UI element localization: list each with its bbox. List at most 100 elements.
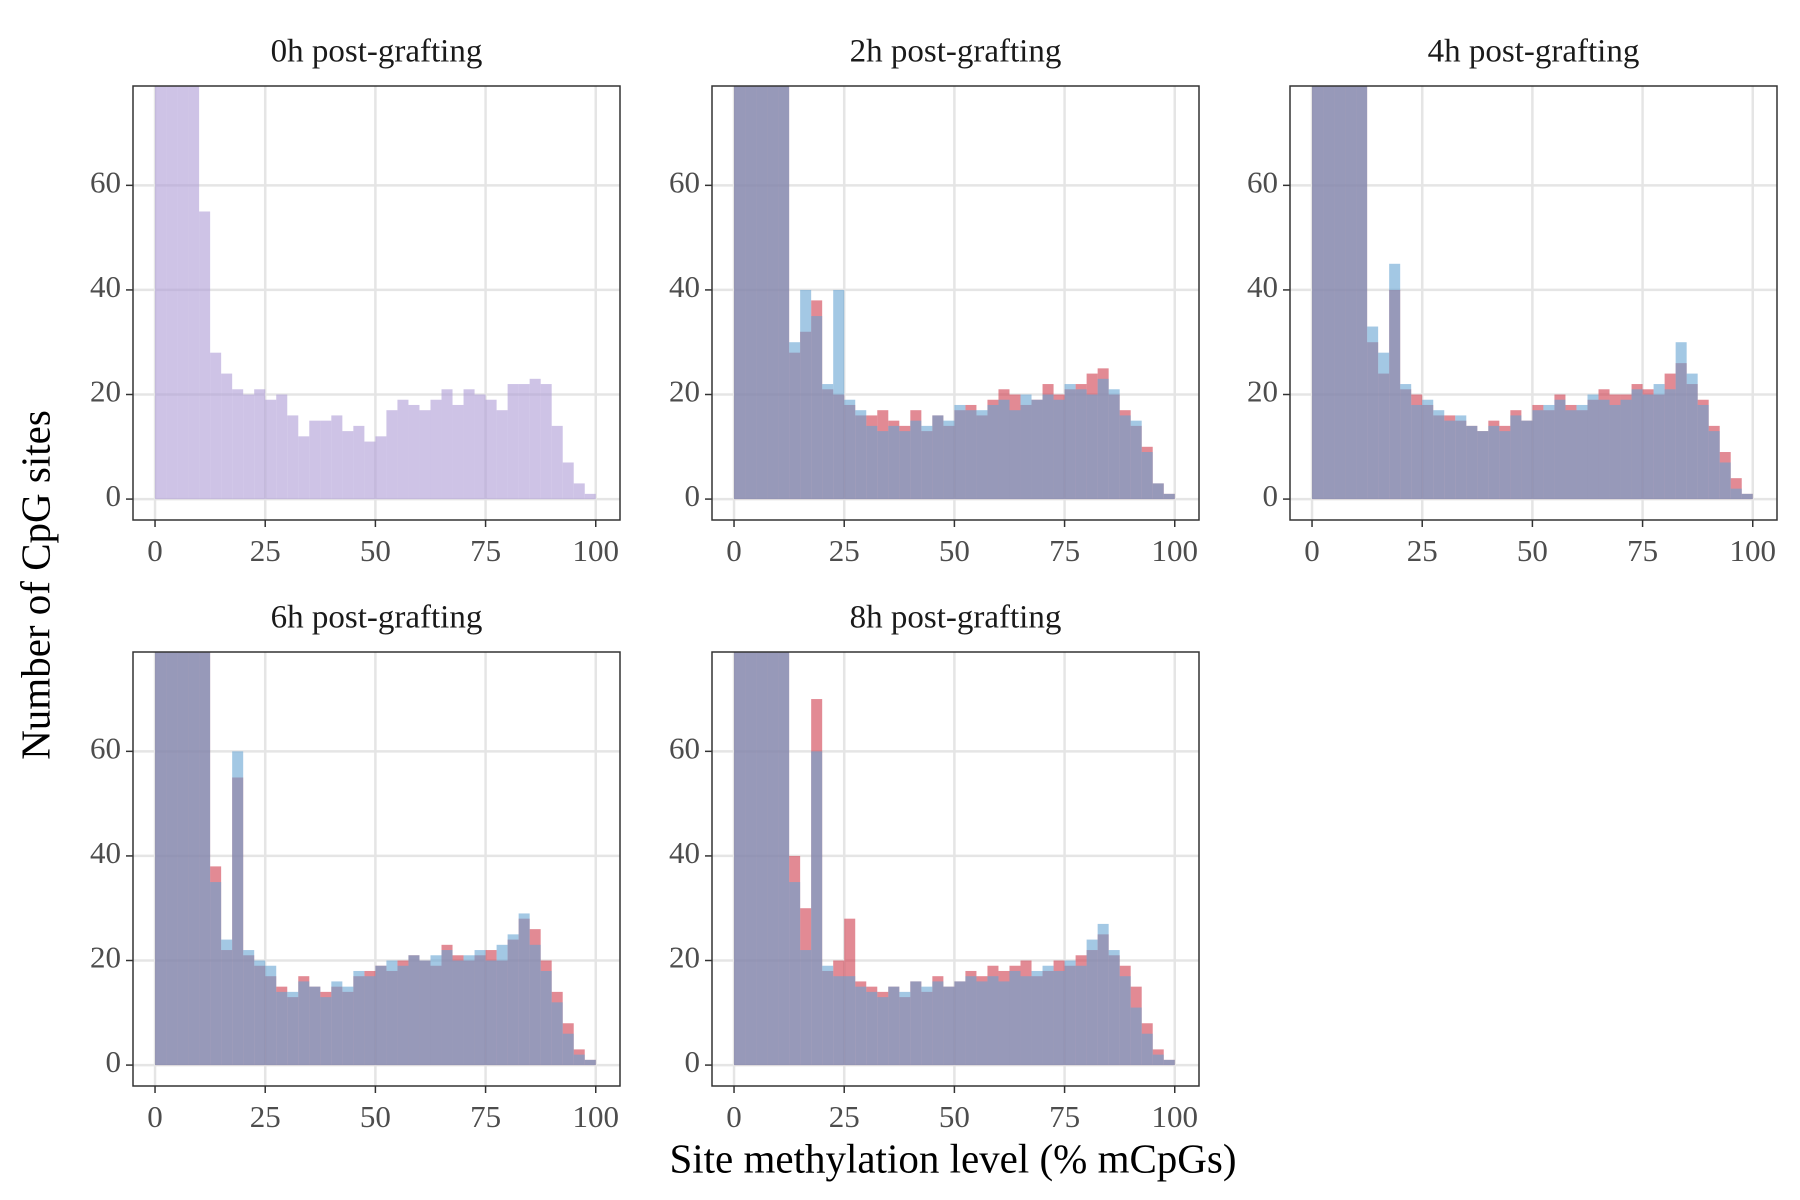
bar [1521,420,1533,500]
bar [877,431,889,500]
bar [1411,404,1423,500]
x-tick-label: 75 [470,533,501,568]
bar [1097,378,1109,500]
bar [254,389,266,500]
panel-title: 6h post-grafting [271,600,483,636]
x-tick-label: 100 [573,1099,620,1134]
bar [287,415,299,500]
bar [1108,389,1120,500]
bar [1042,965,1054,1066]
bar [778,86,790,500]
bar [1433,410,1445,500]
bar [1367,326,1379,500]
bar [987,976,999,1066]
bar [375,436,387,500]
bar [529,378,541,500]
bar [1152,483,1164,500]
x-tick-label: 25 [1407,533,1438,568]
bar [1009,410,1021,500]
bar [199,652,211,1066]
bar [1075,389,1087,500]
bar [965,976,977,1066]
bars [1312,86,1753,500]
bar [1565,410,1577,500]
bar [1697,404,1709,500]
bar [386,410,398,500]
bar [954,404,966,500]
panel-border [1289,85,1778,521]
bar [987,404,999,500]
bar [1163,493,1175,500]
bar [540,384,552,500]
bar [921,986,933,1066]
bar [221,939,233,1066]
bar [276,991,288,1066]
bar [1097,923,1109,1066]
bar [1620,399,1632,500]
bar [932,415,944,500]
y-tick-label: 20 [669,374,700,409]
panel: 0h post-grafting 0 20 40 60 0 25 50 75 100 [90,34,621,568]
bar [1163,1059,1175,1066]
bar [1631,389,1643,500]
bar [452,960,464,1066]
bar [1378,352,1390,500]
bar [756,652,768,1066]
bar [1466,425,1478,500]
bar [745,652,757,1066]
bar [309,986,321,1066]
bar [1075,965,1087,1066]
bar [1053,970,1065,1066]
bar [1020,976,1032,1066]
x-tick-label: 75 [1627,533,1658,568]
bar [943,986,955,1066]
y-tick-label: 0 [1263,478,1279,513]
bar [584,1059,596,1066]
panel-title: 2h post-grafting [850,34,1062,70]
bar [1141,1033,1153,1066]
bars [155,86,596,500]
bar [1741,493,1753,500]
bar [1086,394,1098,500]
bar [507,934,519,1066]
bar [1323,86,1335,500]
panel-title: 8h post-grafting [850,600,1062,636]
bar [397,399,409,500]
bar [811,751,823,1066]
x-tick-label: 25 [250,533,281,568]
bar [1675,342,1687,500]
bar [1686,373,1698,500]
bar [888,986,900,1066]
bar [1719,462,1731,500]
bar [877,997,889,1066]
bars [155,652,596,1066]
bar [232,389,244,500]
bar [1356,86,1368,500]
bar [1389,263,1401,500]
bar [1400,384,1412,500]
bar [998,399,1010,500]
bar [408,955,420,1066]
panel-border [711,85,1200,521]
x-tick-label: 25 [250,1099,281,1134]
bar [210,882,222,1066]
bar [364,441,376,500]
bar [954,981,966,1066]
bar [1031,399,1043,500]
panel: 6h post-grafting 0 20 40 60 0 25 50 75 100 [90,600,621,1134]
bar [375,965,387,1066]
panel-title: 4h post-grafting [1428,34,1640,70]
bar [353,970,365,1066]
bar [529,944,541,1066]
y-axis-title: Number of CpG sites [12,410,58,760]
panel-border [132,651,621,1087]
bar [1598,399,1610,500]
bar [463,389,475,500]
bar [1086,939,1098,1066]
bar [1576,404,1588,500]
bar [1609,404,1621,500]
bar [540,970,552,1066]
x-tick-label: 50 [1517,533,1548,568]
bar [1119,415,1131,500]
bar [166,652,178,1066]
